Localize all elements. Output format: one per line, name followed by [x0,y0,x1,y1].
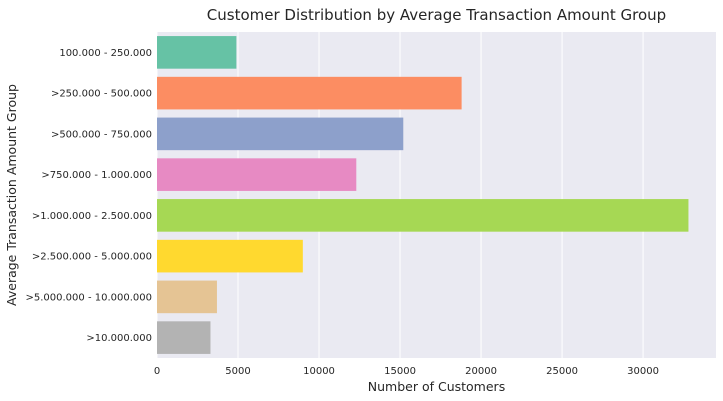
bar-4 [157,199,689,232]
chart-title: Customer Distribution by Average Transac… [207,6,666,24]
x-axis-label: Number of Customers [368,379,505,394]
y-tick-label-4: >1.000.000 - 2.500.000 [32,211,152,222]
y-axis-label: Average Transaction Amount Group [4,84,19,306]
x-tick-label-3: 15000 [384,366,416,377]
bars [157,36,689,354]
bar-6 [157,280,217,314]
y-tick-label-3: >750.000 - 1.000.000 [41,170,152,181]
y-tick-label-1: >250.000 - 500.000 [51,89,152,100]
bar-2 [157,117,404,151]
bar-0 [157,36,237,69]
x-tick-label-2: 10000 [303,366,335,377]
x-tick-label-4: 20000 [465,366,497,377]
x-tick-label-5: 25000 [546,366,578,377]
x-tick-label-0: 0 [154,366,160,377]
x-tick-label-1: 5000 [225,366,250,377]
y-tick-label-7: >10.000.000 [86,333,152,344]
y-tick-labels: 100.000 - 250.000 >250.000 - 500.000 >500.… [26,48,153,344]
y-tick-label-6: >5.000.000 - 10.000.000 [26,292,153,303]
y-tick-label-2: >500.000 - 750.000 [51,129,152,140]
x-tick-labels: 0 5000 10000 15000 20000 25000 30000 [154,366,659,377]
y-tick-label-5: >2.500.000 - 5.000.000 [32,252,152,263]
bar-5 [157,239,303,273]
x-tick-label-6: 30000 [627,366,659,377]
y-tick-label-0: 100.000 - 250.000 [59,48,152,59]
bar-1 [157,76,462,110]
bar-7 [157,321,211,354]
bar-3 [157,158,357,191]
